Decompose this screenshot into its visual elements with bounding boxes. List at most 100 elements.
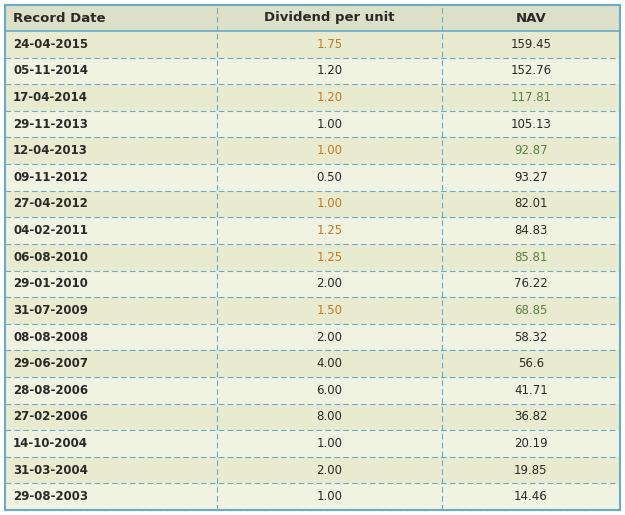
Bar <box>217 84 442 111</box>
Text: 29-08-2003: 29-08-2003 <box>13 490 88 503</box>
Bar <box>217 111 442 138</box>
Bar <box>5 324 217 350</box>
Text: 31-07-2009: 31-07-2009 <box>13 304 88 317</box>
Bar <box>442 164 620 191</box>
Text: 17-04-2014: 17-04-2014 <box>13 91 88 104</box>
Bar <box>442 31 620 58</box>
Text: Dividend per unit: Dividend per unit <box>264 11 394 25</box>
Text: 29-11-2013: 29-11-2013 <box>13 117 88 131</box>
Text: 1.75: 1.75 <box>316 38 342 51</box>
Bar <box>442 324 620 350</box>
Text: 12-04-2013: 12-04-2013 <box>13 144 88 157</box>
Text: 1.25: 1.25 <box>316 251 342 264</box>
Bar <box>5 430 217 457</box>
Bar <box>442 377 620 404</box>
Text: 76.22: 76.22 <box>514 277 548 290</box>
Bar <box>217 191 442 217</box>
Bar <box>442 5 620 31</box>
Text: 1.00: 1.00 <box>316 144 342 157</box>
Text: 14-10-2004: 14-10-2004 <box>13 437 88 450</box>
Bar <box>5 164 217 191</box>
Bar <box>5 5 217 31</box>
Bar <box>217 457 442 484</box>
Text: 29-01-2010: 29-01-2010 <box>13 277 88 290</box>
Text: 2.00: 2.00 <box>316 331 342 344</box>
Bar <box>217 377 442 404</box>
Bar <box>442 111 620 138</box>
Text: 92.87: 92.87 <box>514 144 548 157</box>
Bar <box>217 244 442 270</box>
Text: 117.81: 117.81 <box>510 91 551 104</box>
Bar <box>217 5 442 31</box>
Text: 20.19: 20.19 <box>514 437 548 450</box>
Bar <box>5 244 217 270</box>
Text: 8.00: 8.00 <box>316 410 342 423</box>
Text: 29-06-2007: 29-06-2007 <box>13 357 88 370</box>
Text: 41.71: 41.71 <box>514 384 548 397</box>
Bar <box>442 58 620 84</box>
Text: 09-11-2012: 09-11-2012 <box>13 171 88 184</box>
Bar <box>217 324 442 350</box>
Text: 105.13: 105.13 <box>511 117 551 131</box>
Bar <box>442 138 620 164</box>
Text: 31-03-2004: 31-03-2004 <box>13 464 88 476</box>
Text: 14.46: 14.46 <box>514 490 548 503</box>
Bar <box>5 217 217 244</box>
Bar <box>217 138 442 164</box>
Bar <box>217 217 442 244</box>
Bar <box>5 297 217 324</box>
Bar <box>442 350 620 377</box>
Text: 24-04-2015: 24-04-2015 <box>13 38 88 51</box>
Bar <box>217 430 442 457</box>
Bar <box>5 84 217 111</box>
Bar <box>442 430 620 457</box>
Text: NAV: NAV <box>516 11 546 25</box>
Bar <box>217 31 442 58</box>
Text: 1.25: 1.25 <box>316 224 342 237</box>
Text: 1.00: 1.00 <box>316 490 342 503</box>
Text: 28-08-2006: 28-08-2006 <box>13 384 88 397</box>
Text: 27-04-2012: 27-04-2012 <box>13 197 88 211</box>
Bar <box>5 457 217 484</box>
Text: 56.6: 56.6 <box>518 357 544 370</box>
Bar <box>442 404 620 430</box>
Text: Record Date: Record Date <box>13 11 106 25</box>
Bar <box>5 191 217 217</box>
Bar <box>5 138 217 164</box>
Bar <box>442 484 620 510</box>
Text: 27-02-2006: 27-02-2006 <box>13 410 88 423</box>
Text: 1.00: 1.00 <box>316 437 342 450</box>
Bar <box>217 270 442 297</box>
Bar <box>442 244 620 270</box>
Bar <box>217 404 442 430</box>
Text: 05-11-2014: 05-11-2014 <box>13 64 88 77</box>
Text: 1.00: 1.00 <box>316 117 342 131</box>
Text: 58.32: 58.32 <box>514 331 548 344</box>
Bar <box>217 297 442 324</box>
Text: 36.82: 36.82 <box>514 410 548 423</box>
Bar <box>442 191 620 217</box>
Text: 6.00: 6.00 <box>316 384 342 397</box>
Bar <box>5 31 217 58</box>
Bar <box>217 350 442 377</box>
Bar <box>217 484 442 510</box>
Text: 2.00: 2.00 <box>316 277 342 290</box>
Text: 93.27: 93.27 <box>514 171 548 184</box>
Bar <box>5 270 217 297</box>
Text: 04-02-2011: 04-02-2011 <box>13 224 88 237</box>
Text: 19.85: 19.85 <box>514 464 548 476</box>
Bar <box>5 377 217 404</box>
Text: 1.00: 1.00 <box>316 197 342 211</box>
Text: 82.01: 82.01 <box>514 197 548 211</box>
Bar <box>442 270 620 297</box>
Text: 4.00: 4.00 <box>316 357 342 370</box>
Text: 06-08-2010: 06-08-2010 <box>13 251 88 264</box>
Text: 85.81: 85.81 <box>514 251 548 264</box>
Bar <box>442 297 620 324</box>
Bar <box>5 58 217 84</box>
Bar <box>5 484 217 510</box>
Bar <box>442 84 620 111</box>
Bar <box>442 457 620 484</box>
Text: 68.85: 68.85 <box>514 304 548 317</box>
Text: 152.76: 152.76 <box>510 64 551 77</box>
